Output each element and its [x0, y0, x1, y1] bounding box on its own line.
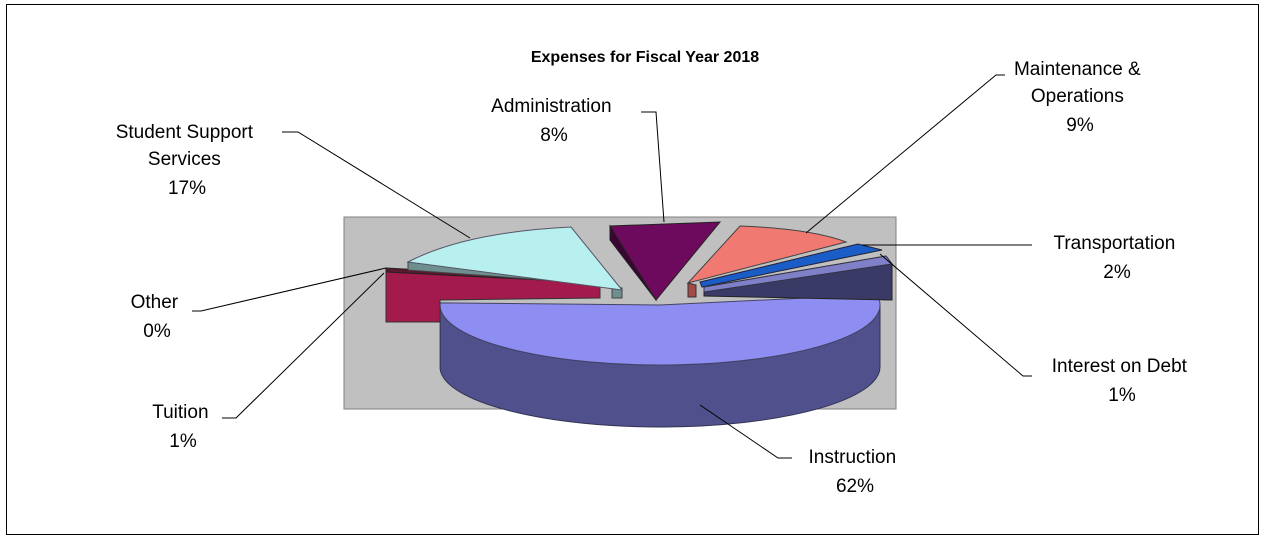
leader-other — [192, 267, 387, 312]
leader-tuition — [222, 272, 385, 419]
label-tuition: Tuition 1% — [152, 402, 214, 452]
leader-maintenance — [805, 74, 1005, 234]
slice-student-support-side — [407, 261, 623, 299]
slice-student-support — [406, 226, 624, 291]
label-student-support: Student Support Services 17% — [116, 122, 259, 199]
label-transportation: Transportation 2% — [1053, 233, 1180, 283]
label-instruction: Instruction 62% — [809, 447, 902, 497]
pie-slices — [385, 221, 893, 428]
leader-lines — [192, 74, 1032, 459]
label-maintenance: Maintenance & Operations 9% — [1014, 59, 1146, 136]
leader-student-support — [282, 131, 471, 239]
slice-administration — [609, 221, 722, 301]
label-administration: Administration 8% — [491, 96, 617, 146]
slice-instruction — [439, 294, 881, 366]
leader-administration — [641, 111, 665, 223]
chart-title: Expenses for Fiscal Year 2018 — [531, 49, 759, 66]
data-labels: Instruction 62% Tuition 1% Other 0% Stud… — [116, 59, 1192, 497]
leader-instruction — [699, 404, 792, 459]
label-interest-on-debt: Interest on Debt 1% — [1052, 356, 1192, 406]
slice-transportation — [699, 243, 883, 288]
leader-interest — [879, 253, 1032, 377]
label-other: Other 0% — [131, 292, 184, 342]
slice-maintenance — [686, 225, 848, 284]
slice-maintenance-side — [687, 282, 697, 298]
